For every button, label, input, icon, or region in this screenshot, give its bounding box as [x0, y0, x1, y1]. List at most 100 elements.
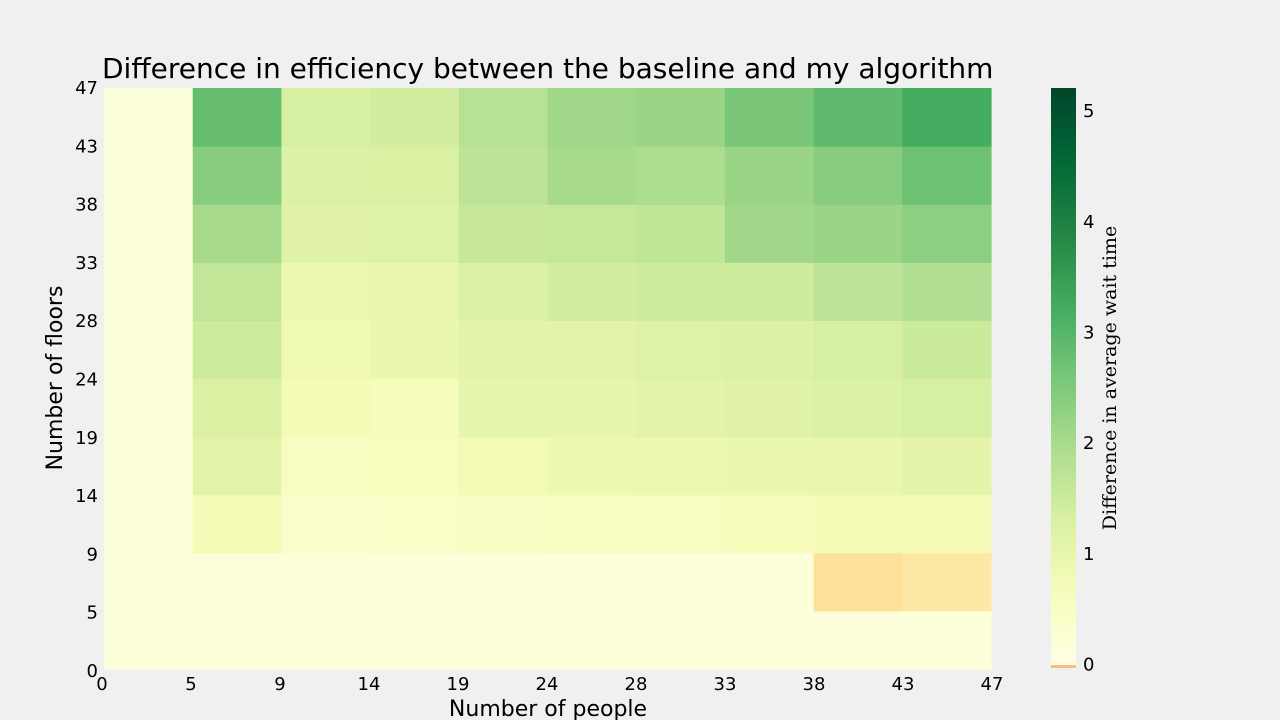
heatmap-cell: [104, 320, 194, 380]
y-tick-label: 5: [87, 603, 98, 624]
heatmap-cells: [104, 88, 992, 670]
heatmap-cell: [458, 262, 549, 321]
x-tick-label: 33: [714, 674, 737, 695]
heatmap-cell: [902, 494, 992, 554]
y-tick-label: 47: [75, 78, 98, 99]
heatmap-cell: [281, 436, 371, 496]
y-tick-label: 9: [87, 544, 98, 565]
y-axis-label: Number of floors: [43, 286, 68, 471]
y-tick-label: 0: [87, 661, 98, 682]
heatmap-cell: [902, 204, 992, 263]
heatmap-cell: [813, 204, 903, 263]
heatmap-cell: [813, 378, 903, 438]
colorbar-tick-label: 4: [1083, 212, 1094, 233]
heatmap-cell: [636, 436, 726, 496]
heatmap-cell: [281, 204, 371, 263]
heatmap-cell: [636, 378, 726, 438]
x-tick-label: 38: [803, 674, 826, 695]
heatmap-cell: [281, 88, 371, 147]
heatmap-cell: [458, 494, 549, 554]
heatmap-cell: [547, 436, 637, 496]
heatmap-cell: [370, 320, 460, 380]
heatmap-cell: [724, 262, 815, 321]
heatmap-cell: [813, 494, 903, 554]
heatmap-cell: [547, 88, 637, 147]
x-tick-label: 28: [625, 674, 648, 695]
heatmap-cell: [724, 378, 815, 438]
heatmap-cell: [902, 262, 992, 321]
y-tick-label: 24: [75, 370, 98, 391]
heatmap-cell: [547, 494, 637, 554]
heatmap-cell: [281, 610, 371, 670]
x-tick-label: 24: [536, 674, 559, 695]
heatmap-cell: [104, 378, 194, 438]
heatmap-cell: [547, 320, 637, 380]
heatmap-cell: [370, 204, 460, 263]
x-tick-label: 14: [358, 674, 381, 695]
colorbar-tick-label: 0: [1083, 655, 1094, 676]
heatmap-cell: [192, 436, 282, 496]
heatmap-cell: [370, 262, 460, 321]
colorbar-tick-label: 3: [1083, 323, 1094, 344]
heatmap-cell: [458, 88, 549, 147]
heatmap-cell: [281, 146, 371, 205]
heatmap-cell: [281, 320, 371, 380]
heatmap-cell: [192, 262, 282, 321]
heatmap-cell: [192, 204, 282, 263]
heatmap-cell: [370, 146, 460, 205]
heatmap-cell: [547, 378, 637, 438]
heatmap-cell: [547, 146, 637, 205]
x-tick-label: 19: [447, 674, 470, 695]
heatmap-cell: [813, 610, 903, 670]
x-tick-label: 47: [981, 674, 1004, 695]
y-tick-label: 43: [75, 136, 98, 157]
heatmap-cell: [104, 552, 194, 612]
x-axis-ticks: 0 5 9 14 19 24 28 33 38 43 47: [96, 674, 1003, 695]
heatmap-cell: [724, 88, 815, 147]
heatmap-cell: [458, 320, 549, 380]
x-tick-label: 0: [96, 674, 107, 695]
heatmap-cell: [281, 262, 371, 321]
heatmap-cell: [281, 378, 371, 438]
x-tick-label: 43: [892, 674, 915, 695]
heatmap-cell: [724, 146, 815, 205]
y-tick-label: 38: [75, 195, 98, 216]
heatmap-cell: [724, 320, 815, 380]
heatmap-cell: [724, 436, 815, 496]
heatmap-cell: [902, 88, 992, 147]
chart-title: Difference in efficiency between the bas…: [102, 52, 993, 85]
heatmap-cell: [902, 552, 992, 612]
y-axis-ticks: 0 5 9 14 19 24 28 33 38 43 47: [75, 78, 98, 682]
colorbar-label: Difference in average wait time: [1099, 226, 1121, 530]
heatmap-cell: [104, 88, 194, 147]
heatmap-cell: [192, 494, 282, 554]
heatmap-cell: [902, 320, 992, 380]
heatmap-cell: [370, 88, 460, 147]
heatmap-cell: [458, 204, 549, 263]
colorbar-tick-label: 5: [1083, 101, 1094, 122]
heatmap-cell: [902, 146, 992, 205]
y-tick-label: 28: [75, 311, 98, 332]
heatmap-cell: [724, 204, 815, 263]
heatmap-cell: [724, 552, 815, 612]
heatmap-cell: [192, 378, 282, 438]
heatmap-cell: [636, 320, 726, 380]
heatmap-cell: [192, 610, 282, 670]
heatmap-cell: [192, 146, 282, 205]
heatmap-cell: [813, 436, 903, 496]
heatmap-cell: [281, 552, 371, 612]
x-tick-label: 9: [274, 674, 285, 695]
heatmap-cell: [458, 436, 549, 496]
heatmap-cell: [104, 204, 194, 263]
y-tick-label: 14: [75, 486, 98, 507]
heatmap-cell: [636, 552, 726, 612]
heatmap-cell: [547, 552, 637, 612]
heatmap-cell: [104, 262, 194, 321]
y-tick-label: 33: [75, 253, 98, 274]
heatmap-cell: [813, 146, 903, 205]
y-tick-label: 19: [75, 428, 98, 449]
heatmap-cell: [636, 610, 726, 670]
heatmap-cell: [370, 552, 460, 612]
heatmap-cell: [636, 146, 726, 205]
